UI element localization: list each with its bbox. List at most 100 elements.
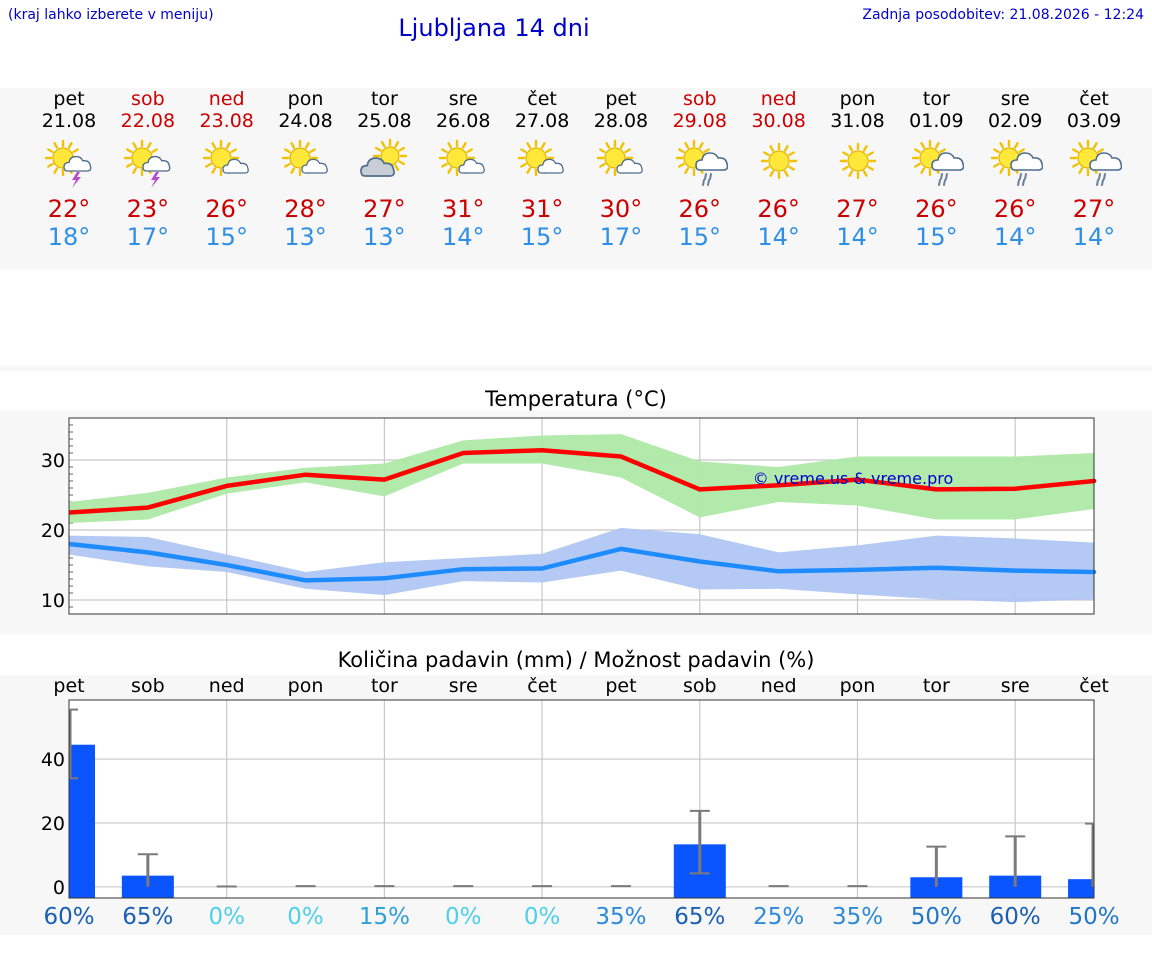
day-column: ned 23.08 26° 15° bbox=[188, 88, 266, 251]
sun-small-cloud-icon bbox=[188, 132, 266, 192]
min-temperature-range-band bbox=[69, 527, 1095, 603]
day-date: 23.08 bbox=[199, 110, 254, 132]
precipitation-chance: 0% bbox=[445, 904, 482, 930]
max-temperature: 23° bbox=[126, 195, 170, 223]
day-name: tor bbox=[370, 88, 398, 110]
sun-shape bbox=[839, 142, 876, 180]
precipitation-error-bar bbox=[137, 853, 158, 887]
precipitation-day-label: ned bbox=[208, 675, 245, 697]
max-temperature-line bbox=[68, 447, 1097, 515]
precipitation-tick-label: 0 bbox=[53, 877, 65, 899]
cloud-shape bbox=[142, 155, 171, 172]
precipitation-chance: 25% bbox=[753, 904, 805, 930]
max-temperature: 26° bbox=[678, 195, 722, 223]
day-name: pon bbox=[287, 88, 324, 110]
min-temperature: 17° bbox=[599, 223, 643, 251]
temperature-plot-frame bbox=[68, 417, 1095, 615]
day-column: pet 28.08 30° 17° bbox=[582, 88, 660, 251]
precipitation-chart-title: Količina padavin (mm) / Možnost padavin … bbox=[337, 648, 815, 672]
day-name: čet bbox=[1079, 88, 1109, 110]
min-temperature: 13° bbox=[284, 223, 327, 251]
day-date: 22.08 bbox=[120, 110, 176, 132]
max-temperature-range-band bbox=[69, 434, 1095, 523]
cloud-shape bbox=[931, 152, 965, 171]
max-temperature: 31° bbox=[441, 195, 485, 223]
last-updated: Zadnja posodobitev: 21.08.2026 - 12:24 bbox=[862, 7, 1144, 23]
cloud-shape bbox=[360, 157, 396, 177]
day-name: sre bbox=[448, 88, 478, 110]
day-name: čet bbox=[527, 88, 557, 110]
precipitation-chance: 50% bbox=[1068, 904, 1120, 930]
min-temperature: 15° bbox=[915, 223, 958, 251]
precipitation-error-bar bbox=[68, 708, 78, 780]
location-menu-hint[interactable]: (kraj lahko izberete v meniju) bbox=[8, 7, 214, 23]
day-name: tor bbox=[922, 88, 950, 110]
sun-cloud-rain-icon bbox=[897, 132, 975, 192]
day-date: 28.08 bbox=[593, 110, 649, 132]
precipitation-tick-label: 40 bbox=[41, 749, 65, 771]
temperature-tick-label: 10 bbox=[41, 590, 65, 612]
day-date: 27.08 bbox=[514, 110, 570, 132]
day-date: 03.09 bbox=[1066, 110, 1122, 132]
day-name: sre bbox=[1000, 88, 1030, 110]
day-date: 26.08 bbox=[436, 110, 491, 132]
cloud-shape bbox=[458, 158, 486, 174]
precipitation-day-label: pet bbox=[605, 675, 637, 697]
rain-shape bbox=[938, 173, 949, 186]
min-temperature: 18° bbox=[47, 223, 91, 251]
sun-cloud-rain-icon bbox=[976, 132, 1054, 192]
cloud-sun-icon bbox=[345, 132, 423, 192]
cloud-shape bbox=[1010, 152, 1044, 171]
min-temperature: 15° bbox=[205, 223, 248, 251]
min-temperature: 14° bbox=[836, 223, 879, 251]
min-temperature: 14° bbox=[757, 223, 800, 251]
day-column: čet 27.08 31° 15° bbox=[503, 88, 581, 251]
precipitation-chance: 0% bbox=[208, 904, 245, 930]
day-date: 24.08 bbox=[278, 110, 333, 132]
precipitation-day-label: sre bbox=[1000, 675, 1030, 697]
sun-small-cloud-icon bbox=[424, 132, 502, 192]
precipitation-day-label: pet bbox=[53, 675, 85, 697]
precipitation-bar bbox=[910, 877, 963, 898]
daily-forecast-band bbox=[0, 88, 1152, 270]
sun-small-cloud-icon bbox=[503, 132, 581, 192]
precipitation-day-label: tor bbox=[922, 675, 950, 697]
precipitation-day-label: čet bbox=[1079, 675, 1109, 697]
cloud-shape bbox=[694, 152, 728, 171]
precipitation-error-bar bbox=[1005, 835, 1026, 887]
precipitation-chance: 0% bbox=[523, 904, 561, 930]
day-date: 31.08 bbox=[830, 110, 885, 132]
max-temperature: 22° bbox=[47, 195, 91, 223]
temperature-chart-title: Temperatura (°C) bbox=[485, 387, 667, 411]
min-temperature-line bbox=[68, 541, 1097, 583]
sun-icon bbox=[740, 132, 818, 192]
day-column: sre 26.08 31° 14° bbox=[424, 88, 502, 251]
day-column: ned 30.08 26° 14° bbox=[740, 88, 818, 251]
cloud-shape bbox=[616, 158, 643, 174]
separator-band bbox=[0, 366, 1152, 371]
sun-cloud-storm-icon bbox=[30, 132, 108, 192]
day-date: 21.08 bbox=[41, 110, 97, 132]
rain-shape bbox=[1017, 173, 1028, 186]
precipitation-day-label: ned bbox=[760, 675, 797, 697]
precipitation-chance: 65% bbox=[122, 904, 174, 930]
day-date: 01.09 bbox=[909, 110, 964, 132]
precipitation-day-label: čet bbox=[527, 675, 557, 697]
max-temperature: 30° bbox=[599, 195, 643, 223]
day-column: pon 24.08 28° 13° bbox=[267, 88, 345, 251]
sun-shape bbox=[596, 139, 634, 177]
day-date: 30.08 bbox=[751, 110, 806, 132]
precipitation-error-bar bbox=[926, 845, 947, 887]
max-temperature: 27° bbox=[363, 195, 406, 223]
cloud-shape bbox=[222, 158, 249, 174]
sun-cloud-rain-icon bbox=[661, 132, 739, 192]
day-column: tor 01.09 26° 15° bbox=[897, 88, 975, 251]
precipitation-error-bar bbox=[1085, 822, 1095, 887]
sun-small-cloud-icon bbox=[582, 132, 660, 192]
day-date: 25.08 bbox=[357, 110, 412, 132]
precipitation-chance: 0% bbox=[287, 904, 324, 930]
precipitation-bar bbox=[69, 744, 95, 898]
min-temperature: 14° bbox=[993, 223, 1037, 251]
max-temperature: 26° bbox=[993, 195, 1037, 223]
